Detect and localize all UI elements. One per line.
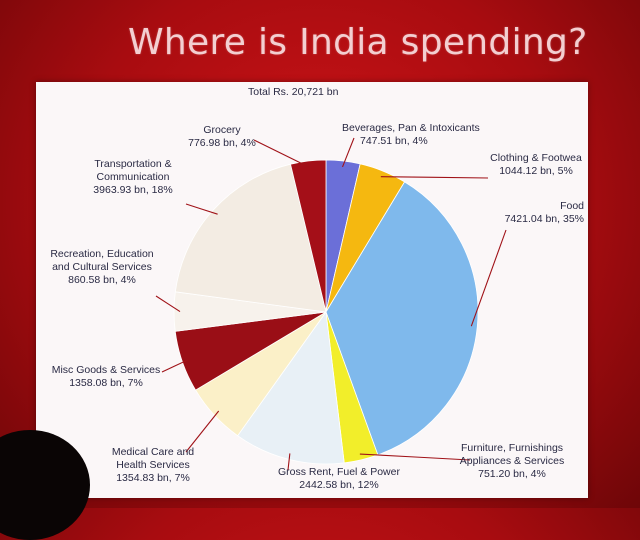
leader-line-gross-rent <box>287 453 291 471</box>
leader-line-medical <box>185 410 220 453</box>
label-beverages-name: Beverages, Pan & Intoxicants <box>342 122 480 134</box>
label-beverages: Beverages, Pan & Intoxicants 747.51 bn, … <box>342 122 480 148</box>
label-clothing-name: Clothing & Footwea <box>490 152 582 164</box>
pie-slice-food <box>325 181 479 456</box>
pie-slice-grocery <box>290 159 327 313</box>
chart-panel: Total Rs. 20,721 bn Beverages, Pan & Int… <box>36 82 588 498</box>
pie-slice-gross-rent <box>237 310 345 465</box>
label-transportation: Transportation & Communication 3963.93 b… <box>80 158 186 197</box>
label-gross-rent-name: Gross Rent, Fuel & Power <box>278 466 400 478</box>
leader-line-transportation <box>185 203 218 215</box>
label-misc-value: 1358.08 bn, 7% <box>69 377 143 389</box>
leader-line-beverages <box>342 137 355 168</box>
label-gross-rent: Gross Rent, Fuel & Power 2442.58 bn, 12% <box>272 466 406 492</box>
label-furniture-name: Furniture, Furnishings Appliances & Serv… <box>459 442 565 467</box>
label-furniture-value: 751.20 bn, 4% <box>478 468 546 480</box>
leader-line-food <box>470 229 507 327</box>
label-recreation-name: Recreation, Education and Cultural Servi… <box>50 248 154 273</box>
pie-slice-transportation <box>174 163 327 313</box>
slide-title: Where is India spending? <box>128 22 588 63</box>
label-misc: Misc Goods & Services 1358.08 bn, 7% <box>46 364 166 390</box>
label-transportation-name: Transportation & Communication <box>94 158 172 183</box>
label-medical: Medical Care and Health Services 1354.83… <box>98 446 208 485</box>
label-beverages-value: 747.51 bn, 4% <box>360 135 428 147</box>
label-grocery: Grocery 776.98 bn, 4% <box>182 124 262 150</box>
label-medical-value: 1354.83 bn, 7% <box>116 472 190 484</box>
leader-line-grocery <box>253 139 310 168</box>
label-misc-name: Misc Goods & Services <box>51 364 161 376</box>
pie-chart <box>155 137 507 471</box>
chart-total-label: Total Rs. 20,721 bn <box>248 86 339 98</box>
label-gross-rent-value: 2442.58 bn, 12% <box>299 479 379 491</box>
label-clothing: Clothing & Footwea 1044.12 bn, 5% <box>484 152 588 178</box>
label-furniture: Furniture, Furnishings Appliances & Serv… <box>444 442 580 481</box>
label-clothing-value: 1044.12 bn, 5% <box>499 165 573 177</box>
leader-line-misc <box>161 359 189 373</box>
label-medical-name: Medical Care and Health Services <box>111 446 195 471</box>
leader-line-furniture <box>359 453 471 461</box>
label-recreation-value: 860.58 bn, 4% <box>68 274 136 286</box>
leader-line-clothing <box>380 176 489 179</box>
label-grocery-name: Grocery <box>203 124 241 136</box>
label-food-value: 7421.04 bn, 35% <box>504 213 584 225</box>
leader-line-recreation <box>155 295 181 313</box>
label-recreation: Recreation, Education and Cultural Servi… <box>42 248 162 287</box>
label-food-name: Food <box>560 200 584 212</box>
label-transportation-value: 3963.93 bn, 18% <box>93 184 173 196</box>
label-grocery-value: 776.98 bn, 4% <box>188 137 256 149</box>
label-food: Food 7421.04 bn, 35% <box>504 200 584 226</box>
